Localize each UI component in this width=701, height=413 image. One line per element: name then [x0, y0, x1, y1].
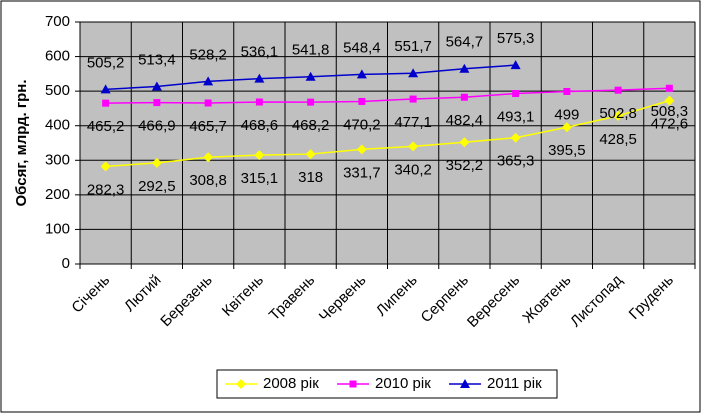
y-tick-label: 300 — [45, 151, 70, 168]
value-label: 493,1 — [497, 108, 535, 125]
point — [561, 122, 572, 133]
point — [236, 379, 246, 389]
value-label: 472,6 — [651, 116, 689, 133]
point — [255, 98, 263, 106]
point — [459, 137, 470, 148]
legend-label: 2011 рік — [487, 375, 542, 392]
point — [203, 152, 214, 163]
value-label: 470,2 — [343, 116, 381, 133]
value-label: 499 — [554, 106, 579, 123]
value-label: 505,2 — [87, 54, 125, 71]
y-tick-label: 100 — [45, 220, 70, 237]
value-label: 513,4 — [138, 51, 176, 68]
value-label: 468,6 — [241, 117, 279, 134]
value-label: 340,2 — [394, 161, 432, 178]
value-label: 466,9 — [138, 118, 176, 135]
value-label: 477,1 — [394, 114, 432, 131]
point — [512, 90, 520, 98]
point — [665, 84, 673, 92]
point — [510, 60, 521, 70]
point — [153, 99, 161, 107]
y-tick-label: 500 — [45, 82, 70, 99]
value-label: 548,4 — [343, 39, 381, 56]
value-label: 395,5 — [548, 142, 586, 159]
value-label: 468,2 — [292, 117, 330, 134]
point — [563, 87, 571, 95]
point — [408, 68, 419, 78]
value-label: 502,8 — [599, 105, 637, 122]
point — [510, 132, 521, 143]
value-label: 482,4 — [446, 112, 484, 129]
series-line — [105, 87, 670, 104]
point — [203, 76, 214, 86]
y-tick-label: 700 — [45, 13, 70, 30]
value-label: 536,1 — [241, 44, 279, 61]
point — [408, 141, 419, 152]
point — [664, 95, 675, 106]
y-tick-label: 600 — [45, 48, 70, 65]
value-label: 541,8 — [292, 42, 330, 59]
y-tick-label: 400 — [45, 117, 70, 134]
value-label: 292,5 — [138, 178, 176, 195]
point — [356, 144, 367, 155]
value-label: 564,7 — [446, 34, 484, 51]
value-label: 465,7 — [189, 118, 227, 135]
value-label: 318 — [298, 169, 323, 186]
point — [100, 84, 111, 94]
value-label: 308,8 — [189, 172, 227, 189]
value-label: 331,7 — [343, 164, 381, 181]
legend-label: 2010 рік — [375, 375, 431, 392]
point — [151, 81, 162, 91]
point — [102, 99, 110, 107]
point — [614, 86, 622, 94]
point — [254, 73, 265, 83]
value-label: 365,3 — [497, 153, 535, 170]
value-label: 428,5 — [599, 131, 637, 148]
point — [305, 71, 316, 81]
point — [254, 150, 265, 161]
series-line — [105, 99, 670, 168]
point — [204, 99, 212, 107]
point — [460, 379, 470, 388]
point — [358, 97, 366, 105]
point — [349, 380, 357, 388]
y-tick-label: 200 — [45, 186, 70, 203]
point — [356, 69, 367, 79]
value-label: 528,2 — [189, 46, 227, 63]
value-label: 551,7 — [394, 38, 432, 55]
value-label: 465,2 — [87, 118, 125, 135]
y-axis-label: Обсяг, млрд. грн. — [13, 79, 30, 206]
value-label: 315,1 — [241, 170, 279, 187]
y-tick-label: 0 — [62, 255, 70, 272]
point — [459, 63, 470, 73]
value-label: 508,3 — [651, 103, 689, 120]
value-label: 352,2 — [446, 157, 484, 174]
point — [305, 149, 316, 160]
point — [460, 93, 468, 101]
legend-label: 2008 рік — [263, 375, 319, 392]
value-label: 282,3 — [87, 181, 125, 198]
point — [409, 95, 417, 103]
point — [613, 110, 624, 121]
point — [151, 157, 162, 168]
point — [307, 98, 315, 106]
value-label: 575,3 — [497, 30, 535, 47]
legend — [216, 369, 558, 399]
point — [100, 161, 111, 172]
